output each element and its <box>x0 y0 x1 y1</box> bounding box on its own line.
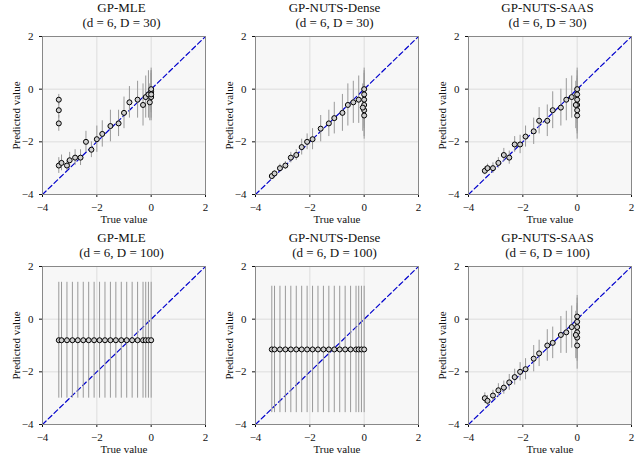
svg-text:True value: True value <box>101 213 148 225</box>
html-text:GP-MLE: GP-MLE <box>97 0 146 15</box>
svg-text:0: 0 <box>28 83 34 95</box>
svg-text:−4: −4 <box>37 431 49 443</box>
svg-text:Predicted value: Predicted value <box>10 81 22 149</box>
svg-text:−4: −4 <box>250 201 262 213</box>
html-text:(d = 6, D = 100): (d = 6, D = 100) <box>79 245 164 260</box>
svg-text:2: 2 <box>629 201 635 213</box>
svg-text:True value: True value <box>527 213 574 225</box>
svg-text:0: 0 <box>454 83 460 95</box>
html-text:GP-NUTS-Dense: GP-NUTS-Dense <box>288 230 381 245</box>
svg-text:Predicted value: Predicted value <box>223 311 235 379</box>
svg-text:True value: True value <box>101 443 148 455</box>
html-text:(d = 6, D = 30): (d = 6, D = 30) <box>295 15 374 30</box>
svg-text:−4: −4 <box>37 201 49 213</box>
svg-text:Predicted value: Predicted value <box>223 81 235 149</box>
svg-text:0: 0 <box>28 313 34 325</box>
html-text:GP-NUTS-SAAS: GP-NUTS-SAAS <box>501 230 594 245</box>
svg-text:−2: −2 <box>91 431 103 443</box>
svg-text:−2: −2 <box>304 431 316 443</box>
svg-text:−4: −4 <box>250 431 262 443</box>
svg-text:−4: −4 <box>235 418 247 430</box>
svg-text:−2: −2 <box>235 135 247 147</box>
svg-text:−2: −2 <box>91 201 103 213</box>
svg-text:−2: −2 <box>517 431 529 443</box>
svg-text:0: 0 <box>241 313 247 325</box>
svg-text:−2: −2 <box>448 135 460 147</box>
svg-text:True value: True value <box>314 443 361 455</box>
svg-text:2: 2 <box>28 260 34 272</box>
svg-text:−4: −4 <box>235 188 247 200</box>
svg-text:0: 0 <box>148 431 154 443</box>
svg-text:2: 2 <box>629 431 635 443</box>
svg-text:2: 2 <box>28 30 34 42</box>
svg-text:True value: True value <box>527 443 574 455</box>
svg-text:−4: −4 <box>448 188 460 200</box>
svg-text:2: 2 <box>203 201 209 213</box>
svg-text:−2: −2 <box>22 365 34 377</box>
svg-text:−2: −2 <box>235 365 247 377</box>
svg-text:−4: −4 <box>22 188 34 200</box>
svg-text:2: 2 <box>241 260 247 272</box>
html-text:GP-NUTS-SAAS: GP-NUTS-SAAS <box>501 0 594 15</box>
svg-text:−2: −2 <box>304 201 316 213</box>
html-text:GP-MLE: GP-MLE <box>97 230 146 245</box>
svg-text:2: 2 <box>416 201 422 213</box>
svg-text:Predicted value: Predicted value <box>10 311 22 379</box>
svg-text:2: 2 <box>416 431 422 443</box>
html-text:(d = 6, D = 30): (d = 6, D = 30) <box>508 15 587 30</box>
svg-text:Predicted value: Predicted value <box>436 81 448 149</box>
svg-text:0: 0 <box>361 431 367 443</box>
svg-text:0: 0 <box>148 201 154 213</box>
svg-text:Predicted value: Predicted value <box>436 311 448 379</box>
html-text:(d = 6, D = 30): (d = 6, D = 30) <box>82 15 161 30</box>
svg-text:0: 0 <box>574 201 580 213</box>
svg-text:−4: −4 <box>22 418 34 430</box>
html-text:GP-NUTS-Dense: GP-NUTS-Dense <box>288 0 381 15</box>
svg-text:2: 2 <box>241 30 247 42</box>
svg-text:−4: −4 <box>448 418 460 430</box>
svg-text:2: 2 <box>454 260 460 272</box>
svg-text:−2: −2 <box>448 365 460 377</box>
html-text:(d = 6, D = 100): (d = 6, D = 100) <box>505 245 590 260</box>
svg-text:2: 2 <box>454 30 460 42</box>
svg-text:−2: −2 <box>517 201 529 213</box>
svg-text:−2: −2 <box>22 135 34 147</box>
svg-text:True value: True value <box>314 213 361 225</box>
svg-text:−4: −4 <box>463 201 475 213</box>
svg-text:0: 0 <box>241 83 247 95</box>
svg-text:0: 0 <box>454 313 460 325</box>
svg-text:2: 2 <box>203 431 209 443</box>
svg-text:−4: −4 <box>463 431 475 443</box>
svg-text:0: 0 <box>574 431 580 443</box>
html-text:(d = 6, D = 100): (d = 6, D = 100) <box>292 245 377 260</box>
svg-text:0: 0 <box>361 201 367 213</box>
